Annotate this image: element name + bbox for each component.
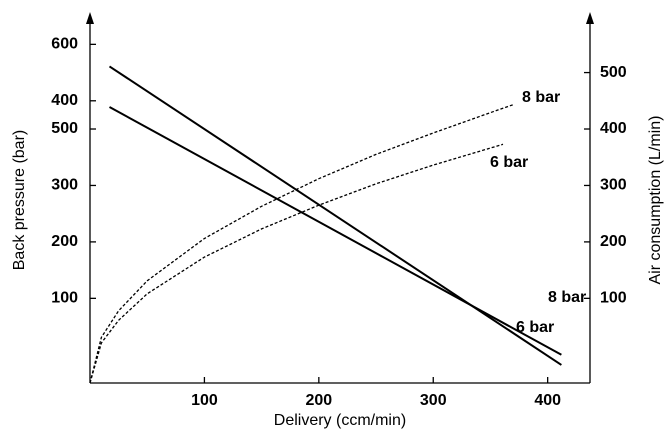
y-tick-label: 500: [51, 120, 78, 137]
series-line: [109, 106, 562, 356]
y2-tick-label: 400: [600, 120, 627, 137]
series-label: 8 bar: [522, 89, 560, 106]
x-tick-label: 300: [420, 392, 447, 409]
y2-tick-label: 300: [600, 177, 627, 194]
y-tick-label: 200: [51, 233, 78, 250]
y2-tick-label: 500: [600, 64, 627, 81]
x-tick-label: 100: [191, 392, 218, 409]
y2-axis-label: Air consumption (L/min): [647, 116, 664, 285]
x-tick-label: 400: [534, 392, 561, 409]
y-tick-label: 100: [51, 290, 78, 307]
y-axis-label: Back pressure (bar): [11, 130, 28, 271]
series-label: 8 bar: [548, 289, 586, 306]
y-tick-label: 600: [51, 36, 78, 53]
series-label: 6 bar: [516, 319, 554, 336]
series-label: 6 bar: [490, 154, 528, 171]
x-tick-label: 200: [305, 392, 332, 409]
y2-tick-label: 100: [600, 290, 627, 307]
y-tick-label: 300: [51, 177, 78, 194]
x-axis-label: Delivery (ccm/min): [274, 412, 406, 429]
arrow: [86, 12, 94, 24]
y-tick-label: 400: [51, 92, 78, 109]
series-line: [89, 103, 515, 384]
series-line: [108, 65, 562, 366]
y2-tick-label: 200: [600, 233, 627, 250]
arrow: [586, 12, 594, 24]
series-line: [89, 143, 504, 384]
